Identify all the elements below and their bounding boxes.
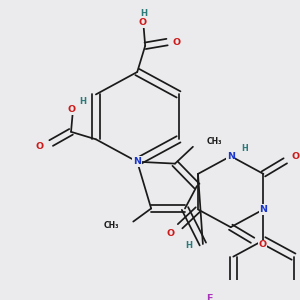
Text: H: H: [185, 242, 193, 250]
Text: H: H: [80, 98, 86, 106]
Text: O: O: [173, 38, 181, 46]
Text: O: O: [166, 229, 174, 238]
Text: H: H: [241, 144, 248, 153]
Text: O: O: [35, 142, 43, 151]
Text: N: N: [260, 205, 267, 214]
Text: CH₃: CH₃: [207, 137, 222, 146]
Text: CH₃: CH₃: [104, 221, 119, 230]
Text: H: H: [141, 9, 148, 18]
Text: O: O: [68, 105, 76, 114]
Text: O: O: [138, 18, 146, 27]
Text: O: O: [291, 152, 299, 160]
Text: N: N: [133, 157, 141, 166]
Text: N: N: [227, 152, 235, 160]
Text: F: F: [206, 294, 213, 300]
Text: O: O: [259, 241, 267, 250]
